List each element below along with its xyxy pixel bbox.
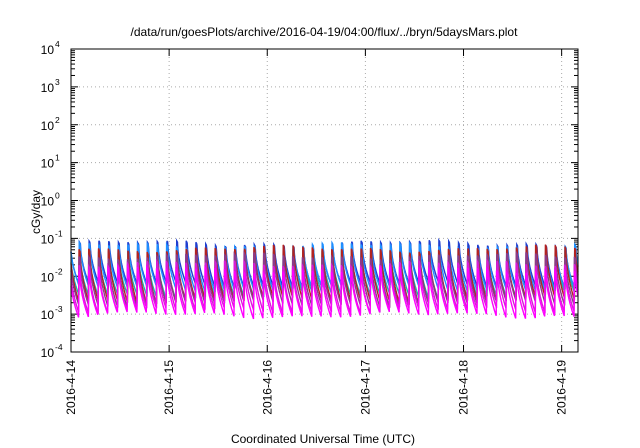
y-tick-exponent: 4 bbox=[55, 39, 60, 49]
x-tick-label: 2016-4-15 bbox=[162, 360, 176, 415]
y-tick-exponent: 2 bbox=[55, 115, 60, 125]
series-layer bbox=[70, 237, 579, 320]
chart-title: /data/run/goesPlots/archive/2016-04-19/0… bbox=[131, 25, 519, 39]
y-tick-exponent: -1 bbox=[55, 228, 63, 238]
x-tick-label: 2016-4-17 bbox=[358, 360, 372, 415]
y-tick-exponent: 0 bbox=[55, 191, 60, 201]
y-tick-label: 10 bbox=[41, 308, 55, 322]
series-line bbox=[70, 239, 579, 293]
y-tick-exponent: -4 bbox=[55, 342, 63, 352]
y-tick-label: 10 bbox=[41, 119, 55, 133]
series-line bbox=[70, 264, 579, 320]
series-line bbox=[70, 250, 579, 308]
x-tick-label: 2016-4-14 bbox=[64, 360, 78, 415]
y-tick-exponent: 1 bbox=[55, 153, 60, 163]
y-tick-label: 10 bbox=[41, 43, 55, 57]
y-tick-label: 10 bbox=[41, 270, 55, 284]
y-tick-label: 10 bbox=[41, 157, 55, 171]
y-axis-label: cGy/day bbox=[29, 190, 43, 234]
x-tick-labels: 2016-4-14 2016-4-15 2016-4-16 2016-4-17 2016… bbox=[64, 360, 569, 415]
y-tick-label: 10 bbox=[41, 346, 55, 360]
x-axis-label: Coordinated Universal Time (UTC) bbox=[231, 432, 415, 446]
plot-frame bbox=[70, 48, 579, 353]
y-tick-label: 10 bbox=[41, 232, 55, 246]
y-tick-label: 10 bbox=[41, 81, 55, 95]
x-tick-label: 2016-4-18 bbox=[457, 360, 471, 415]
y-tick-label: 10 bbox=[41, 195, 55, 209]
x-tick-label: 2016-4-19 bbox=[555, 360, 569, 415]
y-tick-exponent: 3 bbox=[55, 77, 60, 87]
y-tick-exponent: -2 bbox=[55, 266, 63, 276]
y-tick-exponent: -3 bbox=[55, 304, 63, 314]
x-tick-label: 2016-4-16 bbox=[260, 360, 274, 415]
